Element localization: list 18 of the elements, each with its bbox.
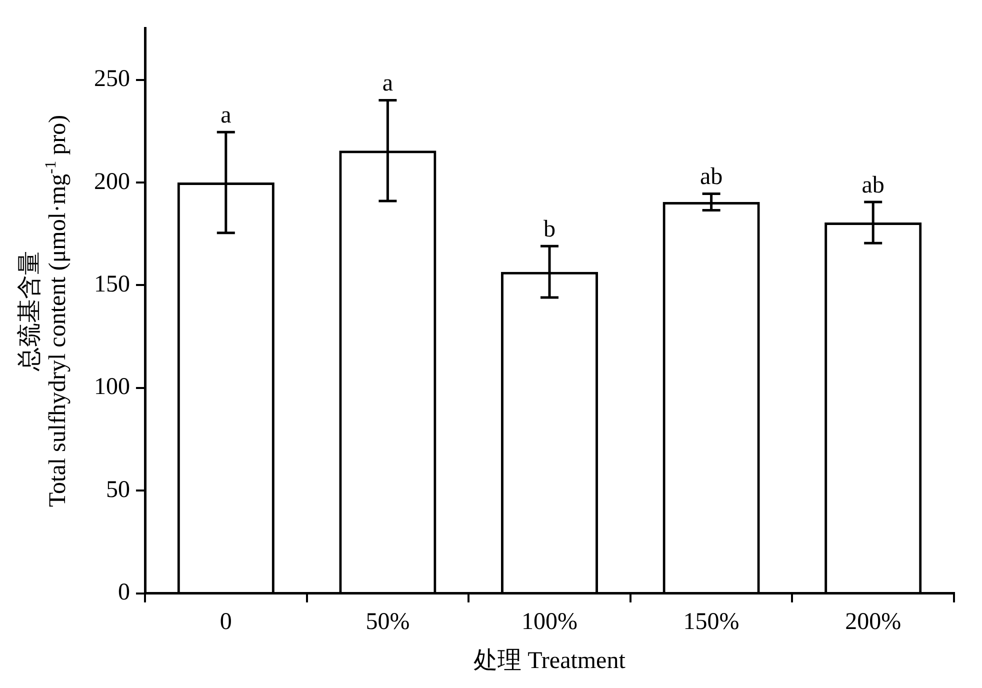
y-tick-label: 50 [106, 476, 130, 503]
annotation: b [544, 216, 556, 242]
y-tick-label: 150 [94, 272, 130, 298]
annotation: ab [700, 164, 723, 190]
y-tick-label: 250 [94, 66, 130, 92]
y-tick-label: 100 [94, 374, 130, 400]
x-tick-label: 150% [683, 609, 740, 636]
x-tick-label: 0 [220, 609, 232, 636]
x-axis-title: 处理 Treatment [474, 648, 626, 674]
annotation: a [220, 102, 232, 128]
annotation: ab [862, 172, 884, 198]
x-tick-label: 100% [522, 609, 578, 636]
y-tick-label: 0 [118, 580, 130, 606]
annotation: a [382, 70, 394, 97]
x-tick-label: 200% [845, 609, 902, 636]
y-tick-label: 200 [94, 168, 130, 195]
x-tick-label: 50% [366, 609, 410, 636]
y-axis-title: 总巯基含量 Total sulfhydryl content (μmol·mg-1 pro) [16, 114, 71, 507]
